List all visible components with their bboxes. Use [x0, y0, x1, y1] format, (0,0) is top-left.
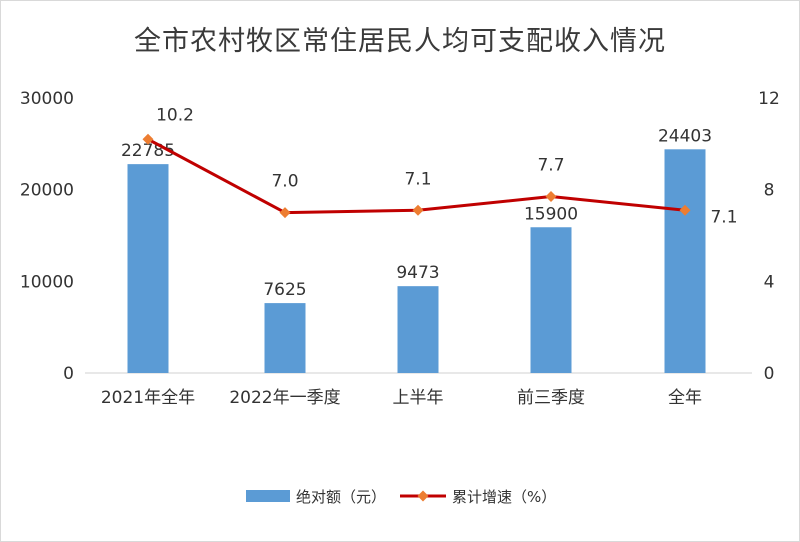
line-data-label: 7.1 — [710, 207, 737, 227]
bar-data-label: 24403 — [658, 126, 712, 146]
legend-line-marker — [417, 490, 429, 502]
line-point — [142, 133, 154, 145]
y-left-tick-label: 10000 — [20, 272, 74, 292]
line-data-label: 7.1 — [404, 169, 431, 189]
line-data-label: 10.2 — [156, 105, 194, 125]
bar — [530, 227, 572, 373]
y-right-tick-label: 8 — [764, 181, 775, 201]
bar — [127, 164, 169, 373]
bar — [264, 303, 306, 373]
bar — [397, 286, 439, 373]
y-right-tick-label: 12 — [758, 89, 780, 109]
line-data-label: 7.0 — [271, 172, 298, 192]
chart-title: 全市农村牧区常住居民人均可支配收入情况 — [134, 26, 666, 57]
y-left-tick-label: 20000 — [20, 181, 74, 201]
legend-bar-label: 绝对额（元） — [296, 488, 386, 506]
line-point — [679, 204, 691, 216]
x-category-label: 2021年全年 — [101, 388, 195, 408]
line-point — [545, 191, 557, 203]
line-point — [412, 204, 424, 216]
line-data-label: 7.7 — [537, 156, 564, 176]
x-category-label: 2022年一季度 — [229, 388, 340, 408]
x-category-label: 上半年 — [393, 388, 444, 408]
bar-data-label: 9473 — [396, 263, 439, 283]
x-category-label: 全年 — [668, 388, 702, 408]
bar-data-label: 15900 — [524, 204, 578, 224]
y-right-tick-label: 0 — [764, 364, 775, 384]
bar — [664, 149, 706, 373]
legend-line-label: 累计增速（%） — [452, 488, 556, 506]
bar-data-label: 7625 — [263, 280, 306, 300]
x-category-label: 前三季度 — [517, 388, 585, 408]
y-left-tick-label: 0 — [63, 364, 74, 384]
line-point — [279, 207, 291, 219]
legend-bar-swatch — [246, 490, 290, 502]
y-right-tick-label: 4 — [764, 272, 775, 292]
y-left-tick-label: 30000 — [20, 89, 74, 109]
